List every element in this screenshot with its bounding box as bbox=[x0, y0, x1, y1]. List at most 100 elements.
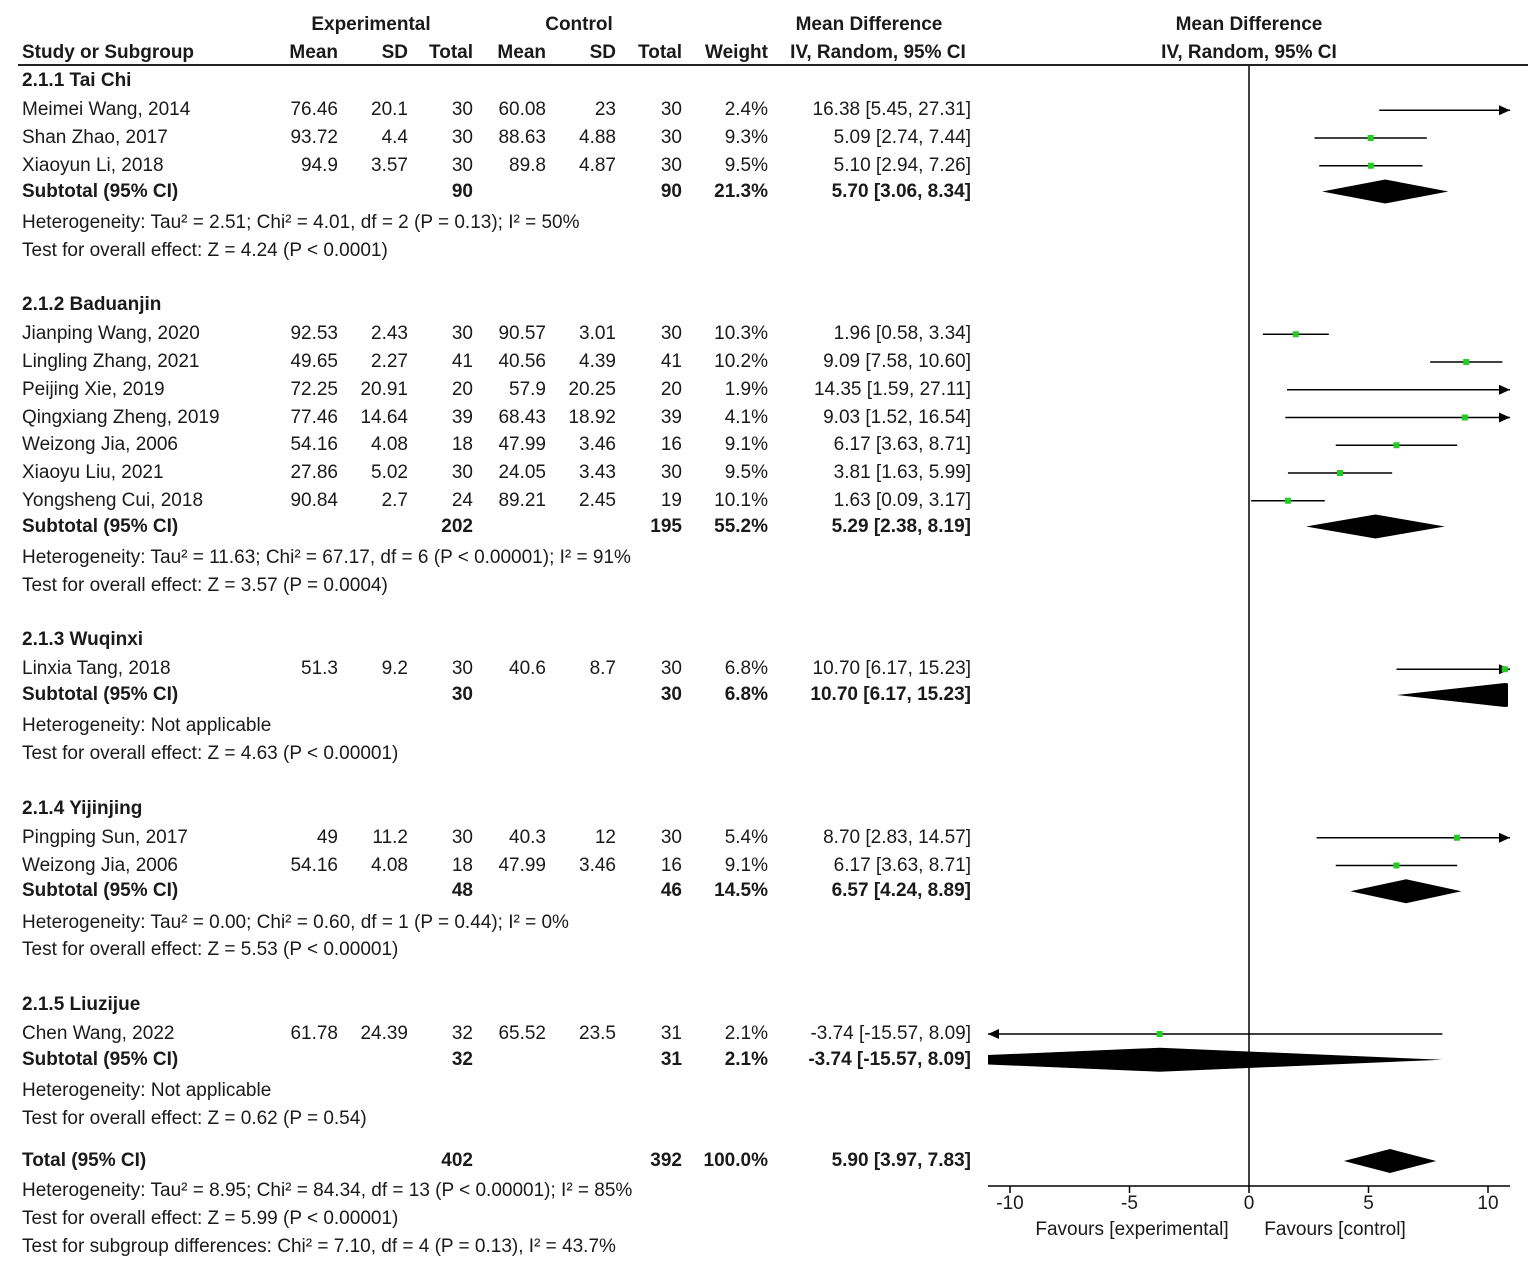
study-c-mean: 90.57 bbox=[498, 323, 546, 345]
study-e-mean: 27.86 bbox=[290, 462, 338, 483]
study-ci: 5.09 [2.74, 7.44] bbox=[833, 127, 971, 148]
heterogeneity-text: Heterogeneity: Not applicable bbox=[22, 715, 272, 737]
heterogeneity-text: Heterogeneity: Not applicable bbox=[22, 1080, 272, 1101]
study-name: Linxia Tang, 2018 bbox=[22, 658, 171, 680]
study-c-sd: 3.46 bbox=[579, 854, 616, 876]
subtotal-label: Subtotal (95% CI) bbox=[22, 1048, 179, 1070]
subtotal-diamond-2 bbox=[1396, 683, 1508, 707]
study-weight: 10.2% bbox=[714, 351, 768, 372]
subtotal-label: Subtotal (95% CI) bbox=[22, 684, 179, 705]
point-estimate-11 bbox=[1453, 834, 1460, 841]
header-md-method: IV, Random, 95% CI bbox=[790, 42, 966, 63]
subgroup-title: 2.1.2 Baduanjin bbox=[22, 294, 162, 315]
subtotal-label: Subtotal (95% CI) bbox=[22, 515, 179, 537]
header-mean-difference: Mean Difference bbox=[795, 14, 943, 35]
point-estimate-7 bbox=[1393, 442, 1400, 449]
point-estimate-3 bbox=[1292, 331, 1299, 338]
study-e-sd: 2.43 bbox=[371, 323, 408, 345]
subtotal-ci: 10.70 [6.17, 15.23] bbox=[810, 684, 971, 705]
study-c-mean: 40.3 bbox=[509, 826, 546, 848]
header-c-sd: SD bbox=[589, 42, 616, 63]
study-weight: 10.3% bbox=[714, 323, 768, 345]
study-e-total: 30 bbox=[451, 154, 473, 176]
header-control: Control bbox=[545, 14, 613, 35]
study-name: Xiaoyun Li, 2018 bbox=[22, 154, 164, 176]
subtotal-diamond-1 bbox=[1305, 514, 1445, 539]
study-c-total: 20 bbox=[660, 378, 682, 400]
subtotal-diamond-0 bbox=[1322, 179, 1449, 204]
study-e-total: 18 bbox=[451, 854, 473, 876]
heterogeneity-text: Heterogeneity: Tau² = 2.51; Chi² = 4.01,… bbox=[22, 211, 580, 233]
subtotal-c-total: 31 bbox=[660, 1048, 682, 1070]
study-e-sd: 4.4 bbox=[381, 127, 408, 148]
subtotal-c-total: 30 bbox=[660, 684, 682, 705]
ci-arrow-right-11 bbox=[1499, 832, 1510, 843]
subtotal-e-total: 30 bbox=[451, 684, 473, 705]
study-e-sd: 4.08 bbox=[371, 434, 408, 456]
study-e-mean: 90.84 bbox=[290, 489, 338, 511]
x-tick-label: 5 bbox=[1363, 1193, 1374, 1214]
study-ci: 14.35 [1.59, 27.11] bbox=[813, 378, 971, 400]
study-c-total: 30 bbox=[660, 658, 682, 680]
overall-effect-text: Test for overall effect: Z = 4.24 (P < 0… bbox=[22, 239, 388, 261]
study-weight: 9.5% bbox=[724, 154, 768, 176]
study-c-sd: 12 bbox=[594, 826, 616, 848]
study-name: Meimei Wang, 2014 bbox=[22, 99, 191, 121]
ci-arrow-right-0 bbox=[1499, 105, 1510, 116]
study-c-total: 30 bbox=[660, 462, 682, 483]
subgroup-title: 2.1.1 Tai Chi bbox=[22, 70, 132, 91]
study-c-total: 19 bbox=[660, 489, 682, 511]
study-c-total: 39 bbox=[660, 406, 682, 428]
study-e-sd: 20.91 bbox=[360, 378, 408, 400]
point-estimate-13 bbox=[1156, 1031, 1163, 1037]
study-c-sd: 3.43 bbox=[579, 462, 616, 483]
subtotal-c-total: 195 bbox=[650, 515, 682, 537]
subtotal-label: Subtotal (95% CI) bbox=[22, 180, 179, 202]
study-e-mean: 77.46 bbox=[290, 406, 338, 428]
study-e-mean: 72.25 bbox=[290, 378, 338, 400]
study-e-sd: 3.57 bbox=[371, 154, 408, 176]
study-c-mean: 68.43 bbox=[498, 406, 546, 428]
study-ci: 9.09 [7.58, 10.60] bbox=[823, 351, 971, 372]
total-c-total: 392 bbox=[650, 1150, 682, 1171]
study-ci: 10.70 [6.17, 15.23] bbox=[812, 658, 971, 680]
study-name: Chen Wang, 2022 bbox=[22, 1023, 175, 1044]
total-e-total: 402 bbox=[441, 1150, 473, 1171]
study-c-mean: 89.8 bbox=[509, 154, 546, 176]
header-plot-title: Mean Difference bbox=[1175, 14, 1323, 35]
subtotal-e-total: 202 bbox=[441, 515, 473, 537]
study-name: Jianping Wang, 2020 bbox=[22, 323, 200, 345]
study-c-mean: 24.05 bbox=[498, 462, 546, 483]
study-e-total: 30 bbox=[451, 323, 473, 345]
study-name: Lingling Zhang, 2021 bbox=[22, 351, 200, 372]
study-e-sd: 5.02 bbox=[371, 462, 408, 483]
subgroup-title: 2.1.4 Yijinjing bbox=[22, 797, 143, 819]
subtotal-label: Subtotal (95% CI) bbox=[22, 880, 179, 902]
total-label: Total (95% CI) bbox=[22, 1150, 147, 1171]
study-ci: -3.74 [-15.57, 8.09] bbox=[810, 1023, 971, 1044]
study-ci: 6.17 [3.63, 8.71] bbox=[833, 854, 971, 876]
study-c-total: 41 bbox=[660, 351, 682, 372]
subtotal-weight: 6.8% bbox=[724, 684, 768, 705]
study-name: Weizong Jia, 2006 bbox=[22, 434, 178, 456]
x-label-right: Favours [control] bbox=[1264, 1219, 1406, 1240]
header-weight: Weight bbox=[705, 42, 768, 63]
study-weight: 10.1% bbox=[714, 489, 768, 511]
study-e-sd: 9.2 bbox=[381, 658, 408, 680]
header-plot-method: IV, Random, 95% CI bbox=[1161, 42, 1337, 63]
study-weight: 9.3% bbox=[724, 127, 768, 148]
header-c-mean: Mean bbox=[497, 42, 546, 63]
study-e-mean: 54.16 bbox=[290, 854, 338, 876]
subtotal-ci: 6.57 [4.24, 8.89] bbox=[831, 880, 971, 902]
overall-effect-text: Test for overall effect: Z = 4.63 (P < 0… bbox=[22, 743, 399, 764]
point-estimate-9 bbox=[1284, 497, 1291, 504]
study-e-mean: 61.78 bbox=[290, 1023, 338, 1044]
study-e-sd: 20.1 bbox=[371, 99, 408, 121]
study-name: Yongsheng Cui, 2018 bbox=[22, 489, 204, 511]
subtotal-ci: -3.74 [-15.57, 8.09] bbox=[808, 1048, 971, 1070]
study-e-total: 32 bbox=[451, 1023, 473, 1044]
study-c-sd: 23 bbox=[594, 99, 616, 121]
point-estimate-10 bbox=[1501, 666, 1508, 673]
study-weight: 2.1% bbox=[724, 1023, 768, 1044]
